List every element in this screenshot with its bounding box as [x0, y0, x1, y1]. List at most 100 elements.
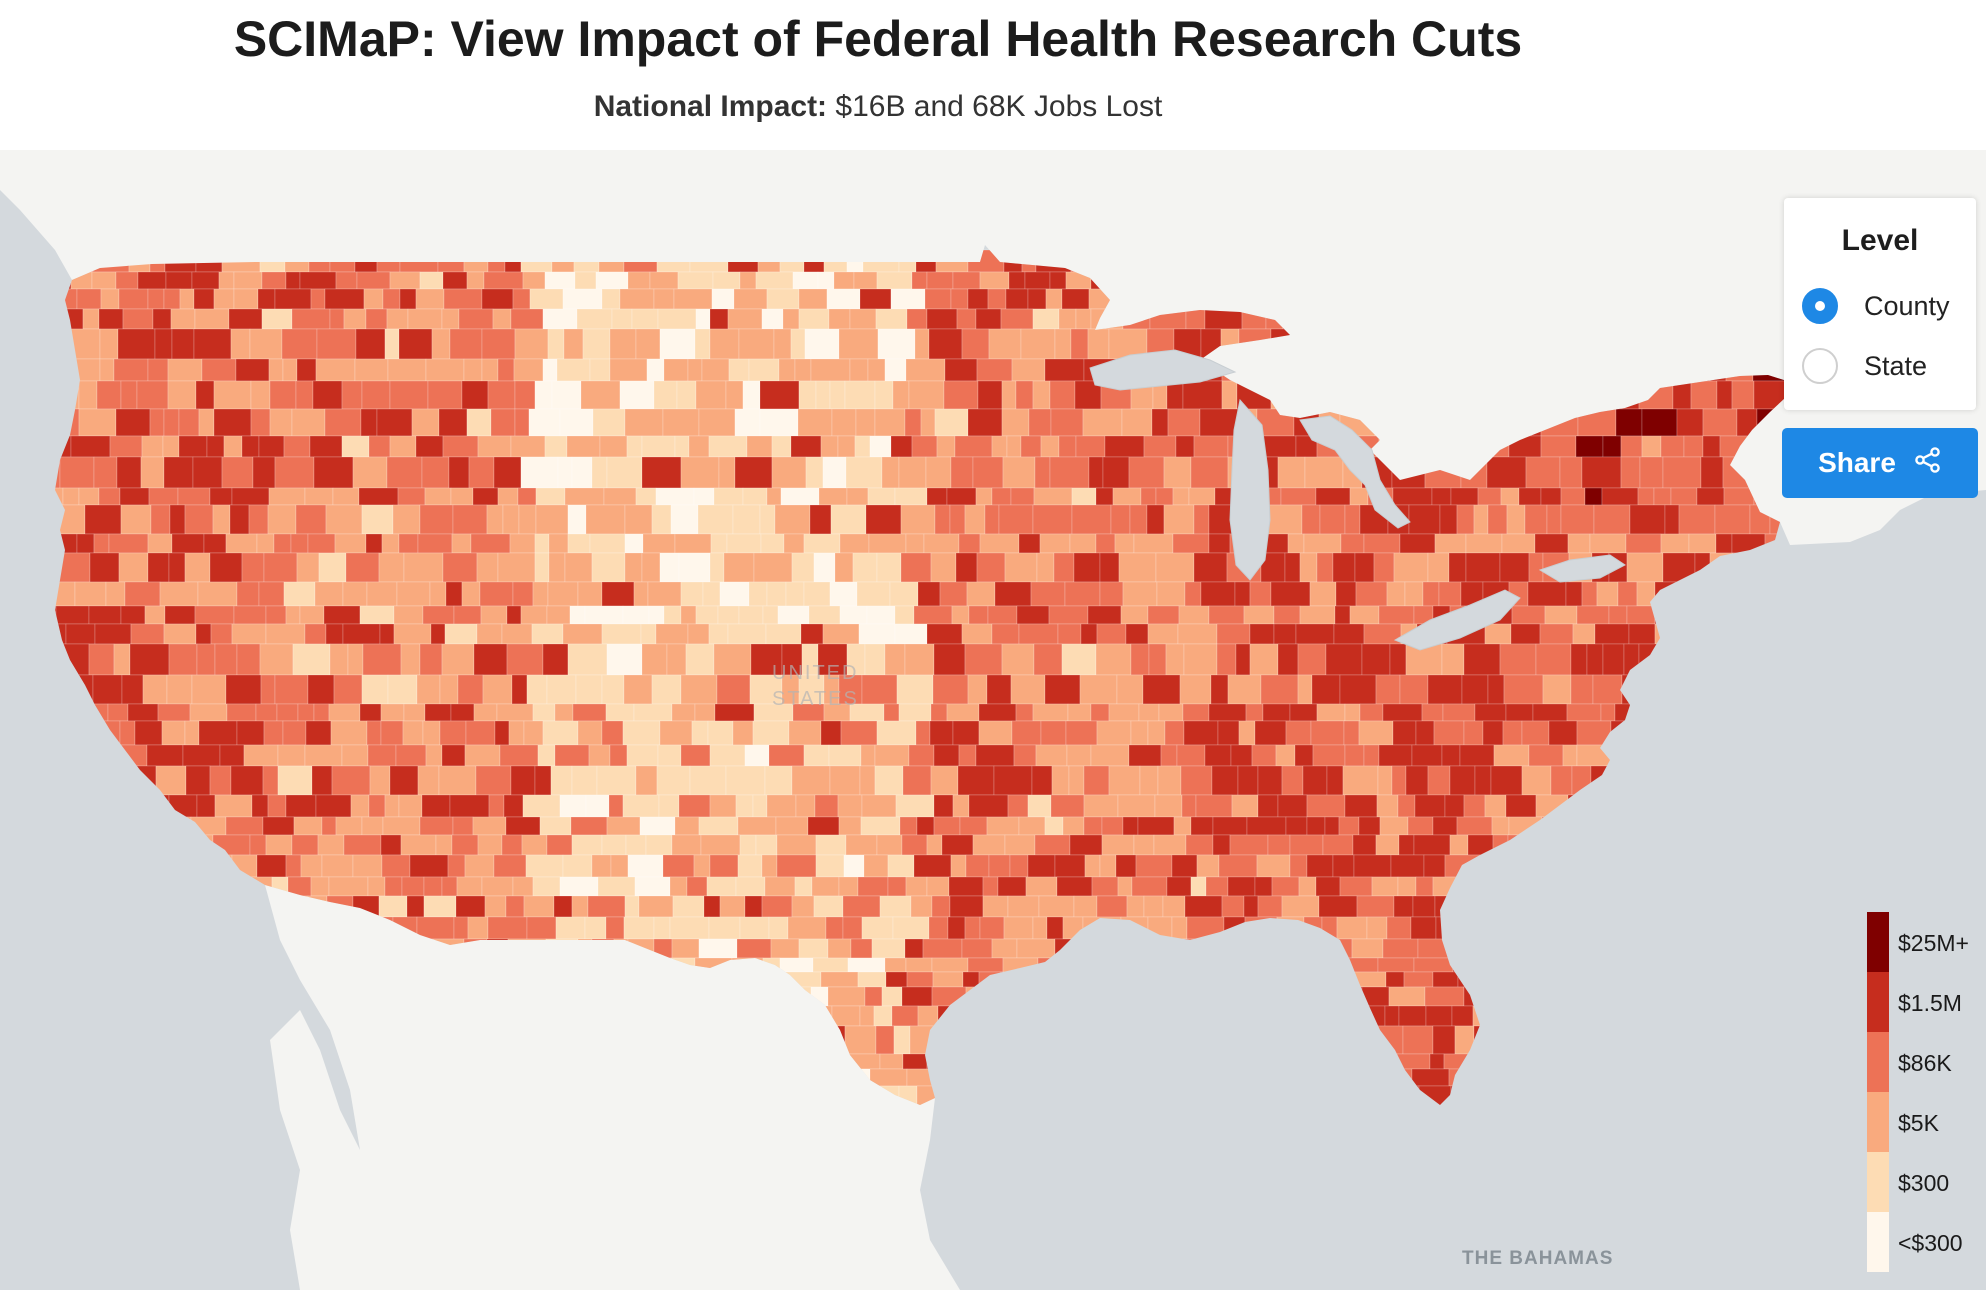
- county-region[interactable]: [884, 957, 907, 973]
- county-region[interactable]: [78, 380, 98, 410]
- county-region[interactable]: [890, 288, 926, 310]
- county-region[interactable]: [195, 623, 212, 645]
- county-region[interactable]: [847, 957, 886, 973]
- county-region[interactable]: [523, 720, 544, 746]
- county-region[interactable]: [451, 834, 479, 856]
- county-region[interactable]: [473, 703, 498, 722]
- county-region[interactable]: [1332, 854, 1355, 878]
- county-region[interactable]: [1410, 916, 1437, 940]
- county-radio[interactable]: [1802, 288, 1838, 324]
- county-region[interactable]: [265, 834, 293, 856]
- county-region[interactable]: [1162, 895, 1186, 918]
- county-region[interactable]: [441, 308, 460, 330]
- county-region[interactable]: [946, 703, 980, 722]
- county-region[interactable]: [486, 504, 504, 535]
- county-region[interactable]: [605, 916, 625, 940]
- county-region[interactable]: [1326, 765, 1344, 796]
- county-region[interactable]: [655, 623, 689, 645]
- county-region[interactable]: [335, 816, 363, 836]
- county-region[interactable]: [709, 328, 740, 360]
- county-region[interactable]: [259, 643, 294, 676]
- county-region[interactable]: [1306, 816, 1326, 836]
- county-region[interactable]: [563, 328, 584, 360]
- county-region[interactable]: [1277, 794, 1308, 818]
- county-region[interactable]: [1238, 720, 1256, 746]
- county-region[interactable]: [653, 916, 671, 940]
- county-region[interactable]: [1030, 581, 1066, 607]
- county-region[interactable]: [624, 895, 640, 918]
- county-region[interactable]: [366, 581, 398, 607]
- county-region[interactable]: [659, 720, 693, 746]
- county-region[interactable]: [323, 605, 361, 625]
- county-region[interactable]: [512, 581, 534, 607]
- county-region[interactable]: [277, 765, 313, 796]
- county-region[interactable]: [164, 605, 196, 625]
- county-region[interactable]: [1018, 816, 1046, 836]
- county-region[interactable]: [1257, 794, 1279, 818]
- county-region[interactable]: [1451, 1005, 1474, 1027]
- county-region[interactable]: [559, 408, 594, 437]
- county-region[interactable]: [1071, 504, 1112, 535]
- county-region[interactable]: [768, 744, 805, 767]
- county-region[interactable]: [686, 876, 708, 897]
- county-region[interactable]: [1593, 504, 1631, 535]
- county-region[interactable]: [1011, 720, 1042, 746]
- county-region[interactable]: [423, 876, 443, 897]
- county-region[interactable]: [1575, 435, 1604, 458]
- county-region[interactable]: [845, 834, 878, 856]
- county-region[interactable]: [1082, 408, 1123, 437]
- county-region[interactable]: [310, 288, 326, 310]
- county-region[interactable]: [931, 895, 951, 918]
- county-region[interactable]: [855, 408, 876, 437]
- county-region[interactable]: [1600, 703, 1616, 722]
- county-region[interactable]: [482, 674, 513, 705]
- county-region[interactable]: [1182, 703, 1210, 722]
- county-region[interactable]: [167, 358, 203, 382]
- county-region[interactable]: [282, 358, 298, 382]
- county-region[interactable]: [803, 581, 831, 607]
- county-region[interactable]: [1427, 765, 1451, 796]
- county-region[interactable]: [952, 794, 970, 818]
- county-region[interactable]: [1465, 552, 1501, 583]
- county-region[interactable]: [503, 794, 524, 818]
- county-region[interactable]: [1525, 456, 1561, 489]
- county-region[interactable]: [815, 834, 847, 856]
- county-region[interactable]: [576, 308, 613, 330]
- county-region[interactable]: [1185, 834, 1214, 856]
- county-region[interactable]: [850, 938, 873, 959]
- county-region[interactable]: [510, 308, 544, 330]
- county-region[interactable]: [532, 876, 561, 897]
- county-region[interactable]: [626, 744, 659, 767]
- county-region[interactable]: [702, 581, 721, 607]
- county-region[interactable]: [119, 487, 150, 506]
- county-region[interactable]: [225, 674, 262, 705]
- county-region[interactable]: [1061, 288, 1090, 310]
- county-region[interactable]: [875, 308, 908, 330]
- county-region[interactable]: [1306, 794, 1346, 818]
- county-region[interactable]: [713, 487, 744, 506]
- county-region[interactable]: [930, 703, 948, 722]
- county-region[interactable]: [402, 720, 424, 746]
- county-region[interactable]: [1010, 487, 1035, 506]
- county-region[interactable]: [1393, 895, 1414, 918]
- county-region[interactable]: [892, 380, 910, 410]
- county-region[interactable]: [368, 794, 386, 818]
- county-region[interactable]: [932, 971, 964, 988]
- county-region[interactable]: [213, 380, 252, 410]
- county-region[interactable]: [591, 456, 608, 489]
- county-region[interactable]: [1499, 643, 1537, 676]
- county-region[interactable]: [260, 674, 276, 705]
- county-region[interactable]: [1171, 854, 1198, 878]
- county-region[interactable]: [113, 643, 131, 676]
- county-region[interactable]: [571, 895, 589, 918]
- county-region[interactable]: [1183, 643, 1218, 676]
- county-region[interactable]: [1281, 895, 1320, 918]
- county-region[interactable]: [1049, 456, 1090, 489]
- county-region[interactable]: [961, 328, 990, 360]
- county-region[interactable]: [109, 435, 143, 458]
- county-region[interactable]: [1702, 435, 1721, 458]
- county-region[interactable]: [601, 288, 621, 310]
- county-region[interactable]: [165, 271, 193, 290]
- county-region[interactable]: [693, 487, 715, 506]
- county-region[interactable]: [296, 552, 320, 583]
